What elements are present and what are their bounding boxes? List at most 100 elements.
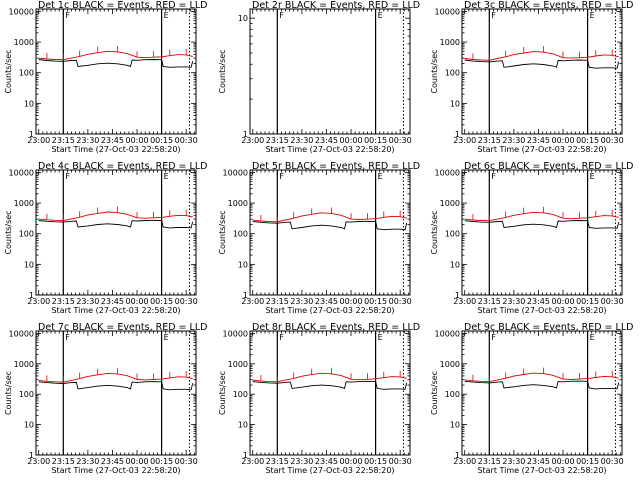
y-tick-label: 10 xyxy=(450,99,460,108)
x-tick-label: 00:00 xyxy=(551,457,574,466)
x-tick-label: 00:15 xyxy=(150,136,173,145)
x-tick-label: 23:45 xyxy=(315,297,338,306)
y-tick-label: 10000 xyxy=(435,7,460,16)
x-tick-label: 23:00 xyxy=(27,457,50,466)
x-axis-label: Start Time (27-Oct-03 22:58:20) xyxy=(51,306,180,315)
y-tick-label: 1000 xyxy=(14,199,34,208)
y-axis-label: Counts/sec xyxy=(430,371,439,415)
x-tick-label: 23:15 xyxy=(52,136,75,145)
marker-label: E xyxy=(378,172,383,181)
marker-label: F xyxy=(279,172,284,181)
x-tick-label: 23:30 xyxy=(502,136,525,145)
marker-label: E xyxy=(590,172,595,181)
x-tick-label: 23:30 xyxy=(76,136,99,145)
x-tick-label: 23:00 xyxy=(453,297,476,306)
panel-title: Det 1c BLACK = Events, RED = LLD xyxy=(38,0,207,11)
y-tick-label: 10000 xyxy=(9,168,34,177)
series-events xyxy=(252,380,408,390)
panel-title: Det 4c BLACK = Events, RED = LLD xyxy=(38,161,207,172)
y-tick-label: 100 xyxy=(445,69,460,78)
x-tick-label: 23:30 xyxy=(502,297,525,306)
y-tick-label: 10 xyxy=(450,421,460,430)
y-axis-label: Counts/sec xyxy=(4,210,13,254)
x-tick-label: 00:30 xyxy=(175,136,198,145)
plot-frame xyxy=(461,8,623,135)
y-axis-label: Counts/sec xyxy=(218,49,227,93)
y-tick-label: 100 xyxy=(19,230,34,239)
x-tick-label: 00:15 xyxy=(150,297,173,306)
series-events xyxy=(38,59,194,68)
x-tick-label: 23:45 xyxy=(527,457,550,466)
x-tick-label: 00:15 xyxy=(576,136,599,145)
y-tick-label: 1000 xyxy=(228,199,248,208)
y-tick-label: 1000 xyxy=(440,199,460,208)
marker-label: E xyxy=(164,172,169,181)
x-tick-label: 23:45 xyxy=(315,136,338,145)
y-tick-label: 100 xyxy=(19,69,34,78)
x-tick-label: 23:15 xyxy=(478,297,501,306)
y-tick-label: 1000 xyxy=(14,38,34,47)
y-axis-label: Counts/sec xyxy=(218,210,227,254)
x-tick-label: 23:15 xyxy=(266,297,289,306)
x-tick-label: 23:00 xyxy=(241,297,264,306)
x-axis-label: Start Time (27-Oct-03 22:58:20) xyxy=(265,145,394,154)
x-tick-label: 23:15 xyxy=(478,457,501,466)
series-events xyxy=(38,381,194,391)
series-events xyxy=(464,220,620,229)
y-tick-label: 1 xyxy=(29,451,34,460)
x-tick-label: 23:30 xyxy=(76,457,99,466)
y-tick-label: 1 xyxy=(455,291,460,300)
y-tick-label: 1 xyxy=(243,130,248,139)
panel-title: Det 9c BLACK = Events, RED = LLD xyxy=(464,322,633,333)
y-tick-label: 10 xyxy=(238,421,248,430)
series-events xyxy=(464,380,620,390)
x-tick-label: 00:30 xyxy=(175,297,198,306)
x-tick-label: 23:45 xyxy=(527,136,550,145)
marker-label: F xyxy=(279,11,284,20)
marker-label: E xyxy=(590,333,595,342)
x-tick-label: 00:30 xyxy=(175,457,198,466)
det-panel-2: Det 2r BLACK = Events, RED = LLD 1 10 23:00… xyxy=(218,0,420,154)
x-tick-label: 00:00 xyxy=(339,457,362,466)
x-tick-label: 00:30 xyxy=(389,136,412,145)
x-tick-label: 00:00 xyxy=(125,457,148,466)
series-events xyxy=(252,220,408,231)
x-axis-label: Start Time (27-Oct-03 22:58:20) xyxy=(51,145,180,154)
det-panel-7: Det 7c BLACK = Events, RED = LLD 1 10 100 10… xyxy=(4,322,207,475)
y-tick-label: 1 xyxy=(29,291,34,300)
marker-label: F xyxy=(65,333,70,342)
y-tick-label: 1 xyxy=(29,130,34,139)
y-tick-label: 10 xyxy=(238,260,248,269)
y-tick-label: 1000 xyxy=(228,360,248,369)
y-tick-label: 10000 xyxy=(223,168,248,177)
y-tick-label: 1000 xyxy=(440,360,460,369)
x-tick-label: 00:00 xyxy=(339,297,362,306)
x-tick-label: 23:00 xyxy=(27,136,50,145)
x-tick-label: 00:30 xyxy=(389,457,412,466)
x-tick-label: 23:15 xyxy=(266,457,289,466)
x-tick-label: 23:00 xyxy=(453,136,476,145)
y-tick-label: 10 xyxy=(24,421,34,430)
plot-frame xyxy=(35,169,197,296)
x-tick-label: 23:00 xyxy=(27,297,50,306)
marker-label: F xyxy=(65,11,70,20)
x-tick-label: 23:00 xyxy=(241,136,264,145)
panel-title: Det 5r BLACK = Events, RED = LLD xyxy=(252,161,420,172)
y-tick-label: 100 xyxy=(233,390,248,399)
plot-frame xyxy=(249,169,411,296)
y-tick-label: 1 xyxy=(455,451,460,460)
x-tick-label: 23:30 xyxy=(502,457,525,466)
y-tick-label: 10000 xyxy=(435,329,460,338)
x-tick-label: 23:30 xyxy=(290,297,313,306)
x-tick-label: 00:30 xyxy=(601,457,624,466)
det-panel-3: Det 3c BLACK = Events, RED = LLD 1 10 100 10… xyxy=(430,0,633,154)
marker-label: E xyxy=(164,11,169,20)
x-tick-label: 00:15 xyxy=(150,457,173,466)
y-axis-label: Counts/sec xyxy=(430,210,439,254)
x-tick-label: 23:30 xyxy=(290,457,313,466)
x-axis-label: Start Time (27-Oct-03 22:58:20) xyxy=(51,466,180,475)
x-tick-label: 00:30 xyxy=(389,297,412,306)
x-tick-label: 23:15 xyxy=(478,136,501,145)
x-tick-label: 00:15 xyxy=(364,457,387,466)
